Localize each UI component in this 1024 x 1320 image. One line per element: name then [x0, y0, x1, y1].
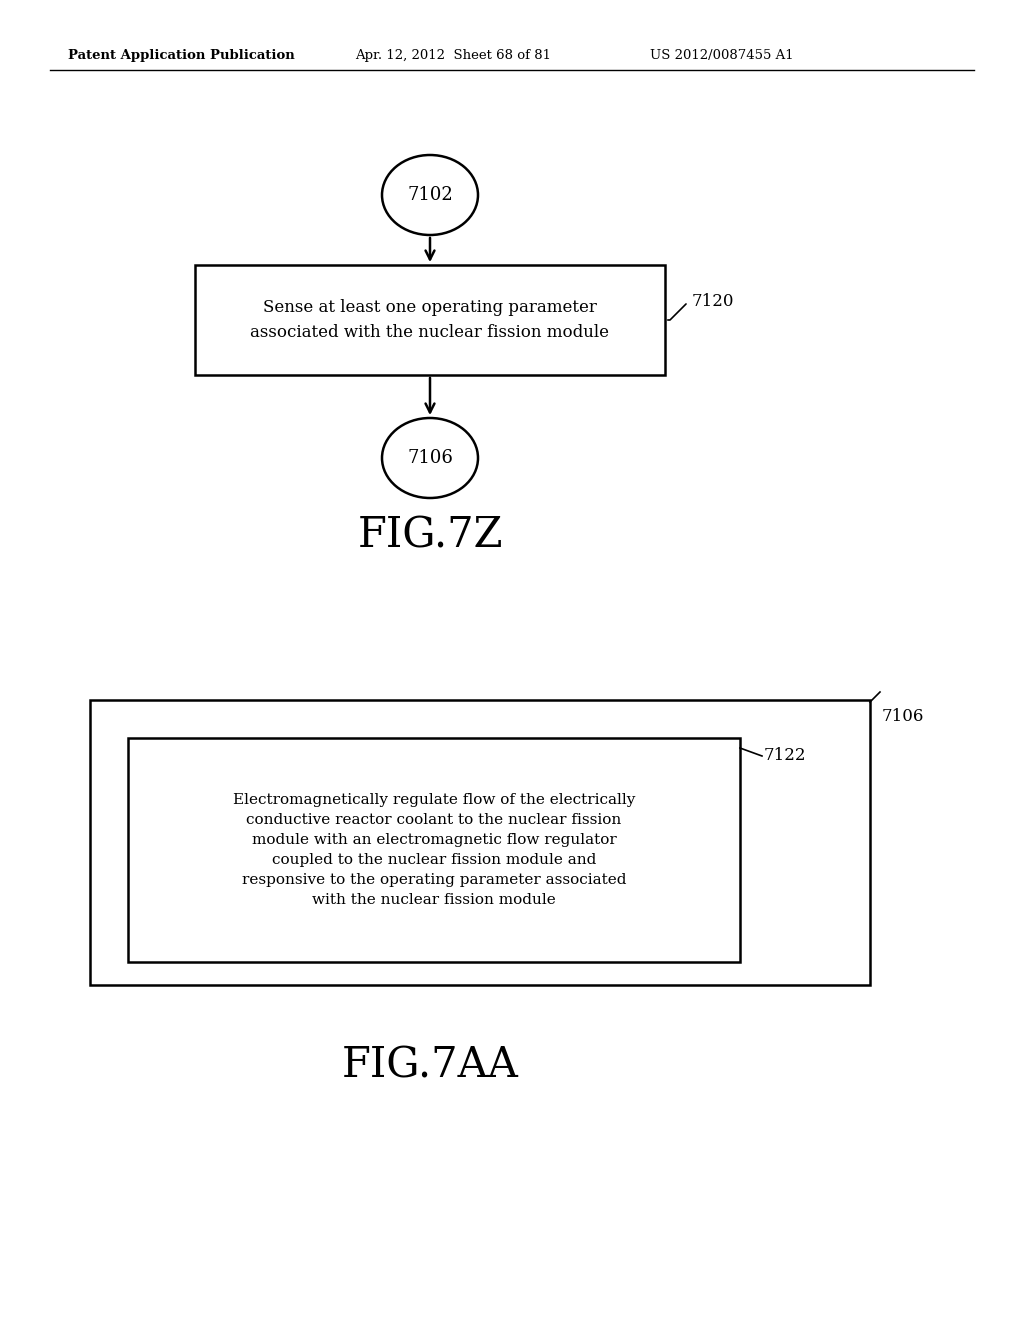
Text: 7106: 7106	[408, 449, 453, 467]
Text: Electromagnetically regulate flow of the electrically
conductive reactor coolant: Electromagnetically regulate flow of the…	[232, 793, 635, 907]
Text: FIG.7AA: FIG.7AA	[342, 1044, 518, 1086]
Text: FIG.7Z: FIG.7Z	[357, 513, 503, 556]
Text: Sense at least one operating parameter
associated with the nuclear fission modul: Sense at least one operating parameter a…	[251, 300, 609, 341]
Text: US 2012/0087455 A1: US 2012/0087455 A1	[650, 49, 794, 62]
Text: Apr. 12, 2012  Sheet 68 of 81: Apr. 12, 2012 Sheet 68 of 81	[355, 49, 551, 62]
Text: 7102: 7102	[408, 186, 453, 205]
Text: 7122: 7122	[764, 747, 807, 764]
Text: 7106: 7106	[882, 708, 925, 725]
Text: Patent Application Publication: Patent Application Publication	[68, 49, 295, 62]
Bar	[90, 700, 870, 985]
Bar	[195, 265, 665, 375]
Bar	[128, 738, 740, 962]
Text: 7120: 7120	[692, 293, 734, 310]
